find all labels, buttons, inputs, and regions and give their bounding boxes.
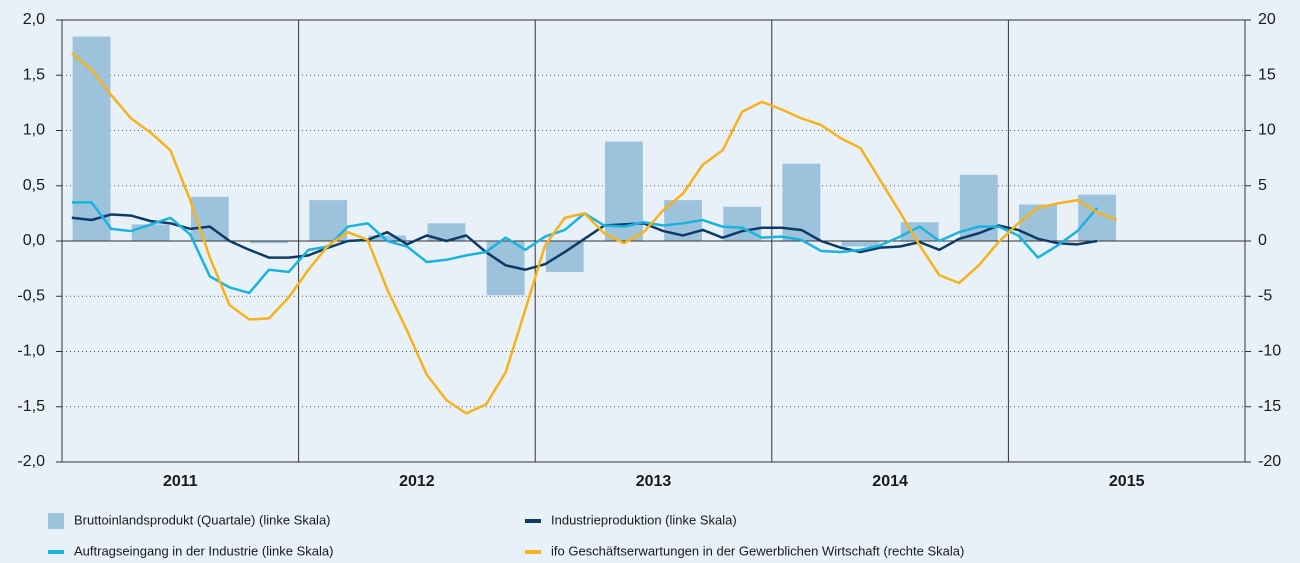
y-tick-label: 2,0 xyxy=(23,11,45,28)
x-tick-label: 2015 xyxy=(1109,473,1145,490)
x-tick-label: 2014 xyxy=(872,473,908,490)
y-tick-label: -0,5 xyxy=(17,287,45,304)
legend-label: ifo Geschäftserwartungen in der Gewerbli… xyxy=(551,543,964,558)
bar xyxy=(250,241,288,244)
bar xyxy=(131,224,170,241)
legend-label: Industrieproduktion (linke Skala) xyxy=(551,512,737,527)
y-tick-label: 1,5 xyxy=(23,66,45,83)
y-tick-label: 1,0 xyxy=(23,122,45,139)
x-tick-label: 2013 xyxy=(636,473,672,490)
legend-label: Bruttoinlandsprodukt (Quartale) (linke S… xyxy=(74,512,331,527)
line xyxy=(71,213,1098,271)
y2-tick-label: -15 xyxy=(1258,398,1281,415)
y-tick-label: -2,0 xyxy=(17,453,45,470)
legend-label: Auftragseingang in der Industrie (linke … xyxy=(74,543,333,558)
bar xyxy=(1019,204,1057,241)
y-tick-label: -1,0 xyxy=(17,343,45,360)
y2-tick-label: -10 xyxy=(1258,343,1281,360)
y-tick-label: 0,5 xyxy=(23,177,45,194)
bar xyxy=(900,222,939,241)
bar xyxy=(545,241,584,272)
bar xyxy=(427,223,466,241)
y2-tick-label: -20 xyxy=(1258,453,1281,470)
bar xyxy=(841,241,880,247)
legend-swatch xyxy=(48,513,64,529)
line xyxy=(71,52,1118,415)
y2-tick-label: 5 xyxy=(1258,177,1267,194)
y2-tick-label: 20 xyxy=(1258,11,1276,28)
y-tick-label: -1,5 xyxy=(17,398,45,415)
bar xyxy=(72,36,111,242)
y2-tick-label: 15 xyxy=(1258,66,1276,83)
y-tick-label: 0,0 xyxy=(23,232,45,249)
x-tick-label: 2011 xyxy=(163,473,198,490)
x-tick-label: 2012 xyxy=(399,473,435,490)
y2-tick-label: 10 xyxy=(1258,122,1276,139)
y2-tick-label: -5 xyxy=(1258,287,1272,304)
bar xyxy=(368,235,407,241)
y2-tick-label: 0 xyxy=(1258,232,1267,249)
